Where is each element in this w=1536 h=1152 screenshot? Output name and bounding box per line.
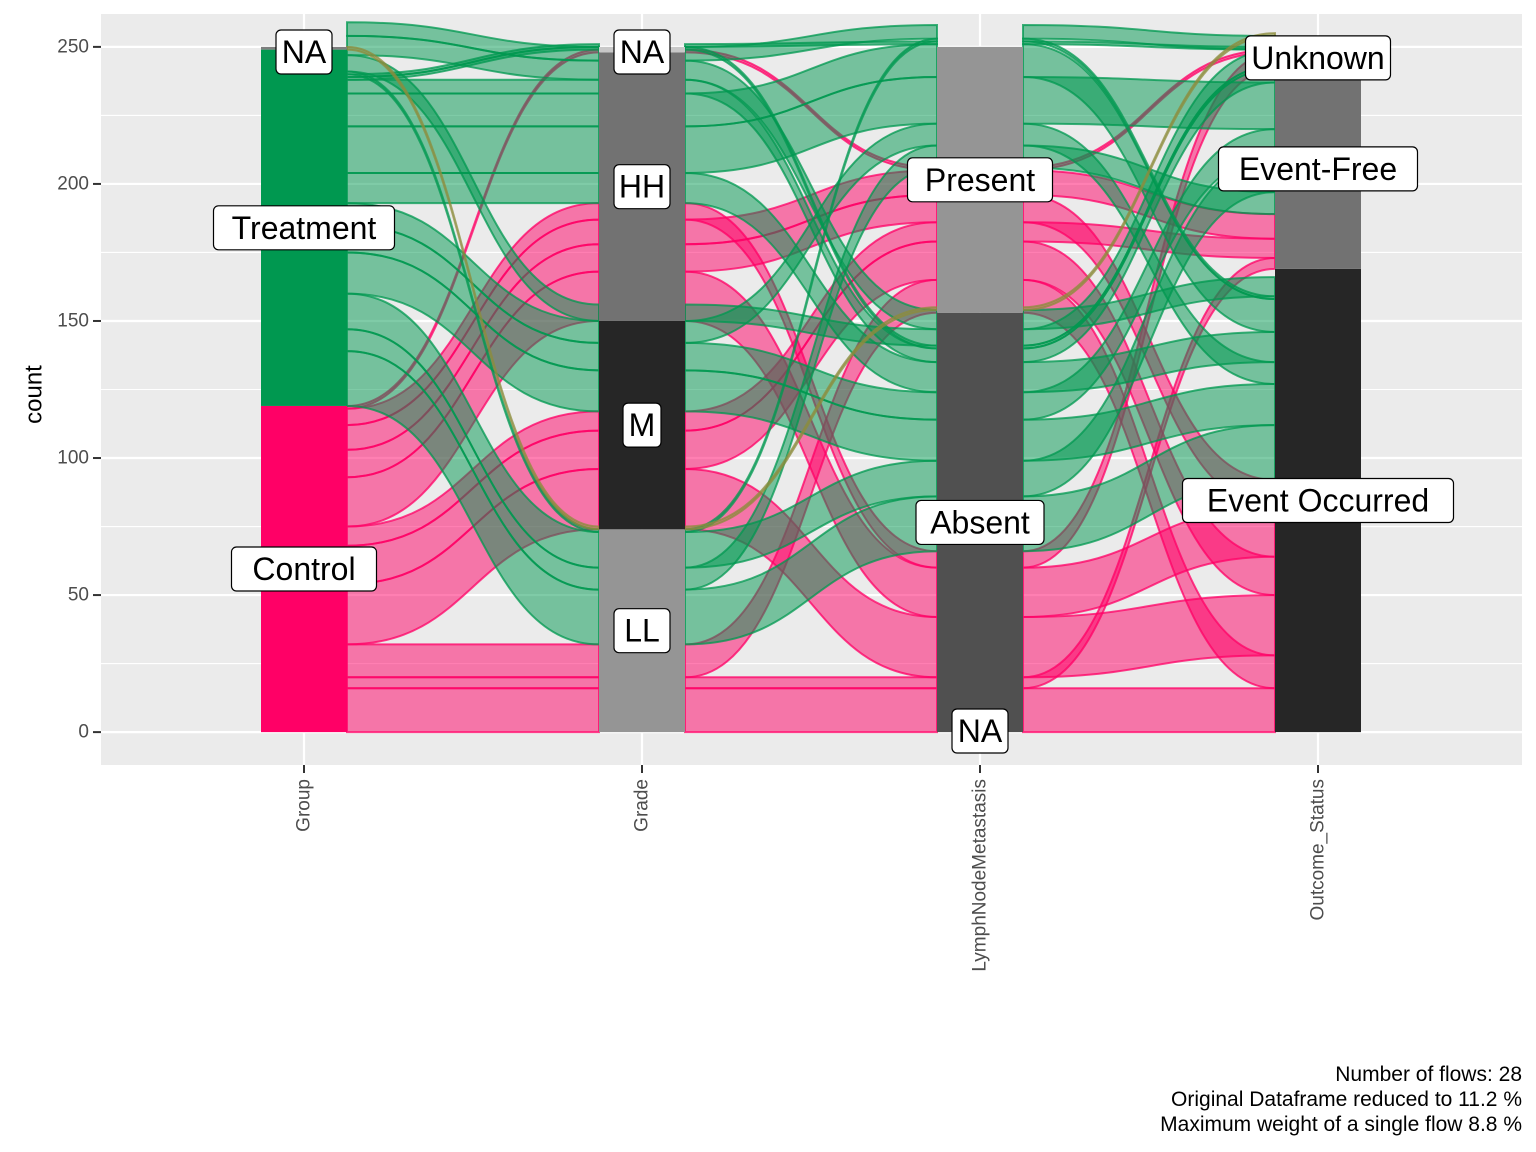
flow-ribbon: [684, 687, 938, 734]
stratum-label-text: Absent: [930, 504, 1030, 540]
stratum-label-text: Control: [252, 551, 355, 587]
stratum-label-box: [613, 29, 671, 75]
flow-ribbon: [346, 125, 600, 174]
stratum-label-treatment: Treatment: [212, 205, 396, 251]
y-axis-title: count: [21, 365, 48, 424]
stratum-label-text: Event-Free: [1239, 151, 1397, 187]
stratum-label-event-free: Event-Free: [1217, 146, 1419, 192]
x-axis: Group Grade LymphNodeMetastasis Outcome_Sta…: [294, 765, 1329, 972]
stratum-label-box: [613, 164, 671, 210]
y-tick-label: 200: [57, 173, 89, 194]
stratum-label-text: M: [629, 407, 656, 443]
caption-line: Original Dataframe reduced to 11.2 %: [1171, 1088, 1522, 1111]
stratum-label-text: NA: [282, 34, 327, 70]
flow-ribbon: [346, 92, 600, 128]
flow-ribbon: [1022, 687, 1276, 734]
stratum-label-present: Present: [906, 157, 1054, 203]
stratum-label-na: NA: [275, 29, 333, 75]
flow-ribbon: [346, 643, 600, 679]
stratum-label-box: [230, 546, 378, 592]
stratum-label-box: [275, 29, 333, 75]
stratum-label-text: Unknown: [1251, 40, 1384, 76]
stratum-label-absent: Absent: [915, 499, 1045, 546]
y-tick-label: 50: [68, 585, 89, 606]
stratum-label-text: Present: [925, 162, 1035, 198]
y-tick-label: 150: [57, 310, 89, 331]
stratum-label-event-occurred: Event Occurred: [1181, 477, 1455, 524]
stratum-label-box: [212, 205, 396, 251]
x-tick-label-group: Group: [294, 779, 315, 832]
x-tick-label-outcome-status: Outcome_Status: [1308, 779, 1329, 921]
stratum-label-text: Treatment: [232, 210, 377, 246]
stratum-label-box: [1181, 477, 1455, 524]
flow-ribbon: [684, 23, 938, 62]
stratum-label-box: [915, 499, 1045, 546]
stratum-label-text: HH: [619, 169, 665, 205]
flow-ribbon: [684, 676, 938, 690]
chart-caption: Number of flows: 28 Original Dataframe r…: [1160, 1062, 1522, 1137]
stratum-label-box: [951, 708, 1009, 754]
flow-ribbon: [346, 676, 600, 690]
stratum-label-text: LL: [624, 613, 660, 649]
flow-ribbons: [346, 21, 1276, 734]
y-tick-label: 250: [57, 36, 89, 57]
stratum-label-m: M: [622, 402, 662, 448]
stratum-label-text: Event Occurred: [1207, 483, 1429, 519]
x-tick-label-grade: Grade: [632, 779, 653, 832]
stratum-label-box: [1244, 35, 1392, 81]
y-axis: 0 50 100 150 200 250: [57, 36, 101, 743]
stratum-label-text: NA: [958, 713, 1003, 749]
stratum-label-text: NA: [620, 34, 665, 70]
flow-ribbon: [684, 37, 938, 534]
stratum-label-box: [613, 608, 671, 654]
stratum-label-hh: HH: [613, 164, 671, 210]
flow-ribbon: [346, 687, 600, 734]
stratum-label-na: NA: [613, 29, 671, 75]
caption-line: Maximum weight of a single flow 8.8 %: [1160, 1113, 1522, 1136]
stratum-label-box: [906, 157, 1054, 203]
y-tick-label: 100: [57, 448, 89, 469]
stratum-label-ll: LL: [613, 608, 671, 654]
stratum-label-box: [1217, 146, 1419, 192]
stratum-label-unknown: Unknown: [1244, 35, 1392, 81]
y-tick-label: 0: [78, 722, 89, 743]
stratum-label-na: NA: [951, 708, 1009, 754]
stratum-labels: Control Treatment NA LL M HH NA NA Absent Present…: [212, 29, 1455, 754]
stratum-label-box: [622, 402, 662, 448]
caption-line: Number of flows: 28: [1335, 1063, 1522, 1086]
stratum-label-control: Control: [230, 546, 378, 592]
x-tick-label-lymphnodemetastasis: LymphNodeMetastasis: [970, 779, 991, 972]
